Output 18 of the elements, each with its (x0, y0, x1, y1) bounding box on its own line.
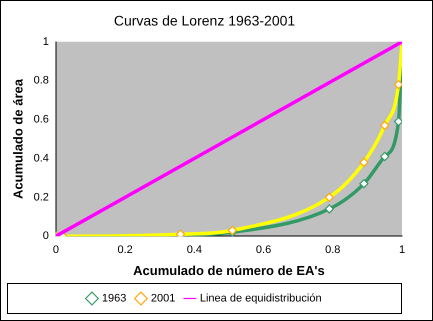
x-tick-label: 0.2 (117, 244, 133, 256)
x-tick-label: 0.8 (325, 244, 340, 256)
y-axis-title: Acumulado de área (10, 78, 26, 199)
x-tick-label: 1 (398, 244, 406, 256)
chart-title: Curvas de Lorenz 1963-2001 (114, 12, 296, 28)
y-tick-label: 0.4 (34, 152, 49, 164)
x-axis-title: Acumulado de número de EA's (133, 262, 325, 278)
legend-label: Linea de equidistribución (200, 292, 322, 305)
y-tick-label: 0.8 (34, 74, 49, 87)
x-tick-label: 0.4 (186, 244, 202, 256)
y-tick-label: 1 (42, 36, 49, 48)
y-tick-label: 0.2 (34, 191, 49, 204)
y-tick-label: 0 (42, 230, 49, 242)
x-tick-label: 0.6 (256, 244, 272, 256)
x-tick-label: 0 (52, 244, 59, 256)
legend-label: 1963 (102, 292, 126, 305)
legend-label: 2001 (150, 292, 176, 305)
y-tick-label: 0.6 (34, 114, 49, 126)
